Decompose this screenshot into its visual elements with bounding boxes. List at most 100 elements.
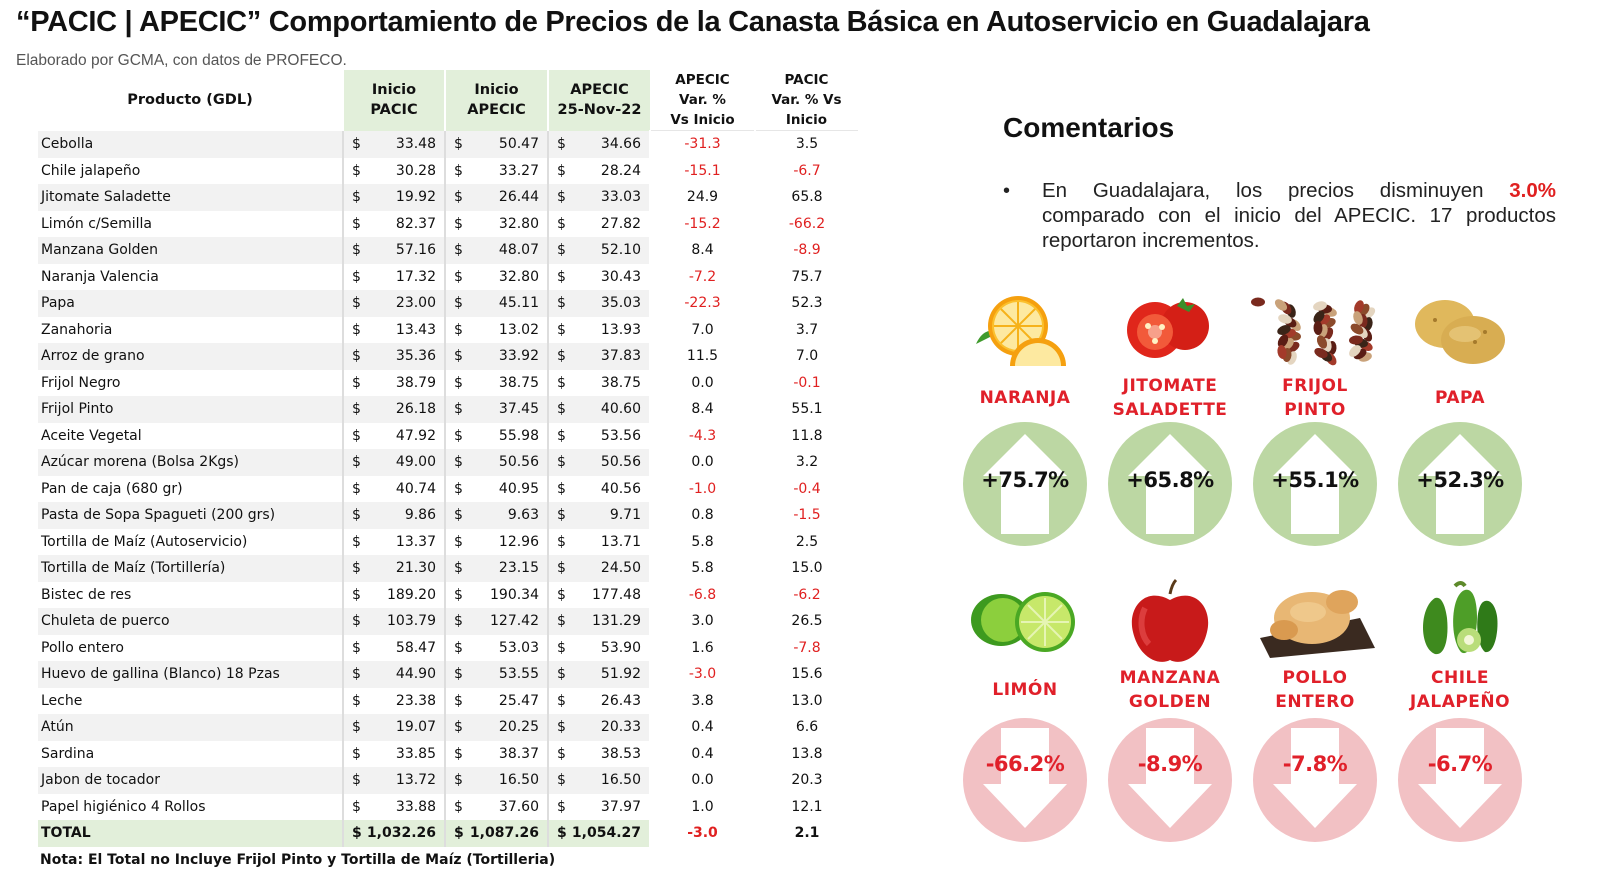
currency-symbol: $ — [352, 321, 361, 338]
price-value: 47.92 — [395, 427, 436, 444]
price-value: 28.24 — [600, 162, 641, 179]
currency-symbol: $ — [557, 454, 566, 470]
currency-symbol: $ — [557, 480, 566, 497]
product-name: Azúcar morena (Bolsa 2Kgs) — [38, 449, 343, 476]
price-value: 25.47 — [498, 692, 539, 709]
price-value: 33.03 — [600, 189, 641, 205]
price-value: 58.47 — [395, 639, 436, 656]
currency-symbol: $ — [557, 507, 566, 523]
price-cell-apecic: $131.29 — [547, 608, 650, 635]
currency-symbol: $ — [557, 162, 566, 179]
table-row: Pasta de Sopa Spagueti (200 grs) $9.86 $9.… — [38, 502, 858, 529]
currency-symbol: $ — [352, 798, 361, 815]
price-value: 40.60 — [600, 401, 641, 417]
currency-symbol: $ — [454, 719, 463, 735]
price-value: 37.83 — [600, 348, 641, 364]
table-row: Aceite Vegetal $47.92 $55.98 $53.56 -4.3 11.8 — [38, 422, 858, 449]
apple-icon — [1100, 578, 1240, 662]
currency-symbol: $ — [557, 798, 566, 815]
currency-symbol: $ — [352, 560, 361, 576]
currency-symbol: $ — [454, 745, 463, 762]
pct-cell-pacic-var: -0.1 — [754, 369, 858, 396]
price-value: 9.86 — [404, 507, 436, 523]
price-value: 52.10 — [600, 242, 641, 258]
price-cell-inicio-pacic: $23.38 — [342, 687, 445, 714]
page-subtitle: Elaborado por GCMA, con datos de PROFECO… — [16, 52, 347, 69]
price-cell-inicio-pacic: $13.72 — [342, 767, 445, 794]
pct-cell-pacic-var: -8.9 — [754, 237, 858, 264]
price-value: 53.55 — [498, 666, 539, 682]
price-cell-inicio-apecic: $38.75 — [444, 369, 548, 396]
table-row: Arroz de grano $35.36 $33.92 $37.83 11.5 7.0 — [38, 343, 858, 370]
pct-cell-apecic-var: 1.6 — [649, 634, 755, 661]
pct-cell-pacic-var: -0.4 — [754, 475, 858, 502]
price-cell-apecic: $40.56 — [547, 475, 650, 502]
currency-symbol: $ — [454, 560, 463, 576]
currency-symbol: $ — [352, 242, 361, 258]
change-value: +75.7% — [981, 468, 1069, 492]
pct-cell-pacic-var: 65.8 — [754, 184, 858, 211]
currency-symbol: $ — [352, 772, 361, 788]
price-value: 24.50 — [600, 560, 641, 576]
price-value: 38.75 — [498, 374, 539, 391]
table-row: Jitomate Saladette $19.92 $26.44 $33.03 24.9… — [38, 184, 858, 211]
table-row: Frijol Negro $38.79 $38.75 $38.75 0.0 -0.1 — [38, 369, 858, 396]
currency-symbol: $ — [557, 666, 566, 682]
product-name: Frijol Pinto — [38, 396, 343, 423]
price-cell-inicio-apecic: $20.25 — [444, 714, 548, 741]
product-name: Pasta de Sopa Spagueti (200 grs) — [38, 502, 343, 529]
price-cell-inicio-pacic: $44.90 — [342, 661, 445, 688]
currency-symbol: $ — [454, 613, 463, 629]
price-cell-apecic: $1,054.27 — [547, 820, 650, 847]
pct-cell-apecic-var: -7.2 — [649, 263, 755, 290]
pct-cell-apecic-var: 0.0 — [649, 449, 755, 476]
currency-symbol: $ — [454, 507, 463, 523]
currency-symbol: $ — [557, 215, 566, 232]
currency-symbol: $ — [454, 586, 463, 603]
price-cell-apecic: $13.93 — [547, 316, 650, 343]
change-value: -7.8% — [1282, 752, 1348, 776]
currency-symbol: $ — [557, 639, 566, 656]
price-cell-inicio-pacic: $33.48 — [342, 130, 445, 158]
currency-symbol: $ — [352, 189, 361, 205]
chicken-icon — [1245, 578, 1385, 658]
currency-symbol: $ — [454, 295, 463, 311]
product-name: Cebolla — [38, 130, 343, 158]
table-row: Jabon de tocador $13.72 $16.50 $16.50 0.0 20.… — [38, 767, 858, 794]
table-header-row: Producto (GDL) Inicio PACIC Inicio APECIC … — [38, 70, 858, 131]
table-row: Pan de caja (680 gr) $40.74 $40.95 $40.56 -1… — [38, 475, 858, 502]
pct-cell-apecic-var: 5.8 — [649, 528, 755, 555]
price-cell-apecic: $53.90 — [547, 634, 650, 661]
change-value: -8.9% — [1137, 752, 1203, 776]
price-cell-apecic: $16.50 — [547, 767, 650, 794]
price-value: 16.50 — [498, 772, 539, 788]
product-name: Chile jalapeño — [38, 157, 343, 184]
price-cell-inicio-pacic: $35.36 — [342, 343, 445, 370]
pct-cell-apecic-var: 1.0 — [649, 793, 755, 820]
price-value: 40.74 — [395, 480, 436, 497]
price-cell-apecic: $40.60 — [547, 396, 650, 423]
up-arrow-icon: +52.3% — [1398, 422, 1522, 546]
currency-symbol: $ — [557, 135, 566, 152]
price-value: 21.30 — [395, 560, 436, 576]
product-label: JITOMATE SALADETTE — [1112, 376, 1228, 420]
price-cell-inicio-apecic: $190.34 — [444, 581, 548, 608]
currency-symbol: $ — [557, 348, 566, 364]
price-value: 38.79 — [395, 374, 436, 391]
currency-symbol: $ — [352, 745, 361, 762]
table-body: Cebolla $33.48 $50.47 $34.66 -31.3 3.5 Chile j… — [38, 130, 858, 847]
price-cell-inicio-pacic: $13.43 — [342, 316, 445, 343]
price-value: 44.90 — [395, 666, 436, 682]
pct-cell-apecic-var: 0.0 — [649, 767, 755, 794]
price-cell-inicio-apecic: $33.92 — [444, 343, 548, 370]
currency-symbol: $ — [352, 507, 361, 523]
price-cell-apecic: $52.10 — [547, 237, 650, 264]
table-row: Chuleta de puerco $103.79 $127.42 $131.29 3.… — [38, 608, 858, 635]
price-cell-inicio-pacic: $30.28 — [342, 157, 445, 184]
price-value: 40.56 — [600, 480, 641, 497]
up-arrow-icon: +65.8% — [1108, 422, 1232, 546]
pct-cell-pacic-var: -6.7 — [754, 157, 858, 184]
currency-symbol: $ — [352, 639, 361, 656]
header-apecic-var: APECIC Var. % Vs Inicio — [650, 70, 755, 131]
price-cell-inicio-pacic: $82.37 — [342, 210, 445, 237]
